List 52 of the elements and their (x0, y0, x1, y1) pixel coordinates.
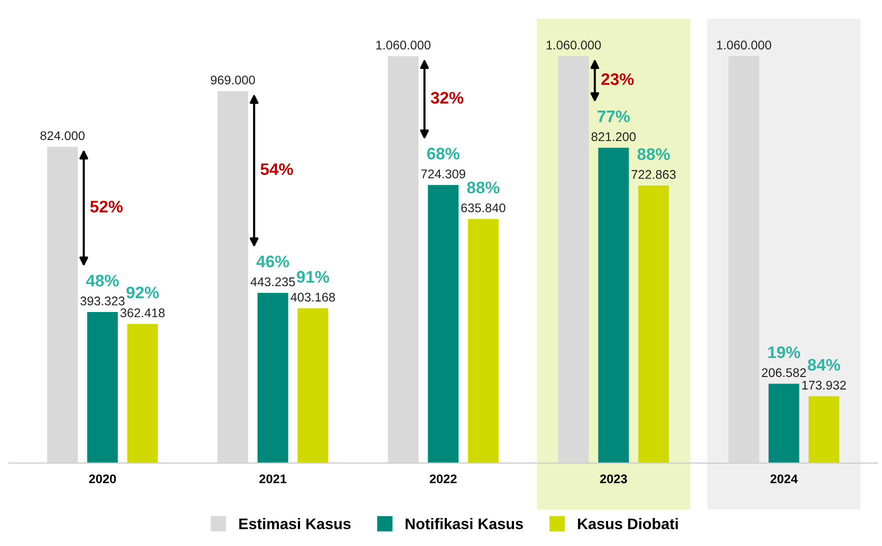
bar (428, 184, 459, 464)
bar (558, 56, 589, 464)
bar (47, 146, 78, 464)
bar (808, 396, 840, 464)
annotation: 23% (601, 73, 634, 86)
data-label: 393.323 (80, 296, 125, 306)
bar (388, 56, 419, 464)
x-tick-label: 2020 (89, 474, 116, 484)
data-label: 206.582 (762, 368, 806, 378)
bar (468, 218, 499, 464)
bar (217, 91, 248, 464)
bar (598, 148, 629, 464)
data-label: 443.235 (250, 277, 295, 286)
annotation: 77% (598, 110, 630, 122)
annotation: 84% (808, 358, 840, 371)
data-label: 1.060.000 (376, 40, 430, 50)
data-label: 173.932 (802, 380, 846, 390)
data-label: 969.000 (210, 76, 255, 84)
annotation: 19% (768, 346, 800, 358)
bar (258, 292, 288, 464)
annotation: 48% (86, 274, 119, 287)
data-label: 821.200 (592, 132, 636, 142)
x-tick-label: 2024 (770, 474, 798, 484)
legend-label: Notifikasi Kasus (406, 518, 523, 530)
data-label: 403.168 (290, 292, 335, 302)
annotation: 54% (260, 163, 293, 176)
bar (127, 324, 158, 464)
bar (768, 384, 800, 464)
annotation: 92% (126, 286, 159, 298)
annotation: 68% (427, 148, 460, 160)
bar (638, 186, 669, 464)
bar (298, 308, 328, 464)
data-label: 824.000 (40, 131, 85, 140)
legend-label: Kasus Diobati (578, 518, 678, 530)
bar (87, 312, 118, 464)
data-label: 724.309 (421, 169, 466, 178)
data-label: 1.060.000 (717, 40, 772, 50)
annotation: 88% (467, 182, 500, 194)
annotation: 88% (637, 148, 670, 160)
annotation: 32% (430, 92, 464, 104)
data-label: 722.863 (632, 170, 676, 179)
data-label: 362.418 (120, 308, 165, 318)
legend-label: Estimasi Kasus (239, 518, 351, 530)
data-label: 635.840 (461, 203, 506, 212)
annotation: 52% (90, 200, 123, 212)
annotation: 91% (296, 270, 330, 283)
x-tick-label: 2022 (430, 474, 457, 484)
data-label: 1.060.000 (546, 40, 601, 50)
x-tick-label: 2021 (259, 474, 286, 484)
x-tick-label: 2023 (600, 474, 628, 484)
annotation: 46% (256, 256, 290, 268)
bar (728, 56, 760, 464)
